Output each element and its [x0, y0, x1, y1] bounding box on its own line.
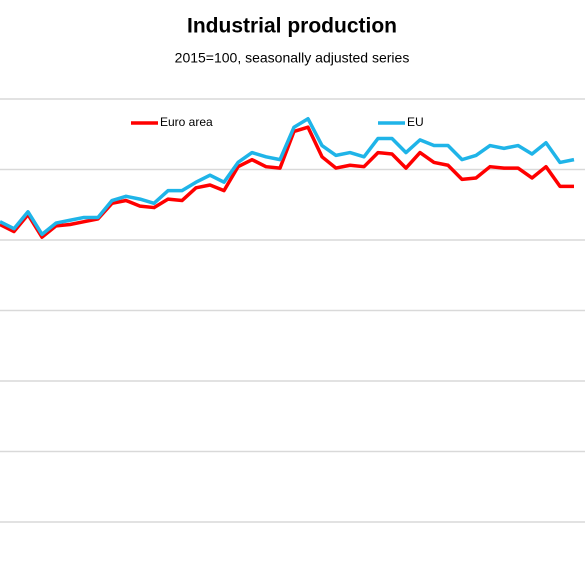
chart-subtitle: 2015=100, seasonally adjusted series: [175, 50, 410, 66]
data-line: [0, 125, 574, 239]
data-line: [0, 116, 575, 237]
chart-title: Industrial production: [187, 15, 397, 38]
legend-label: EU: [407, 115, 424, 129]
legend-label: Euro area: [160, 115, 213, 129]
